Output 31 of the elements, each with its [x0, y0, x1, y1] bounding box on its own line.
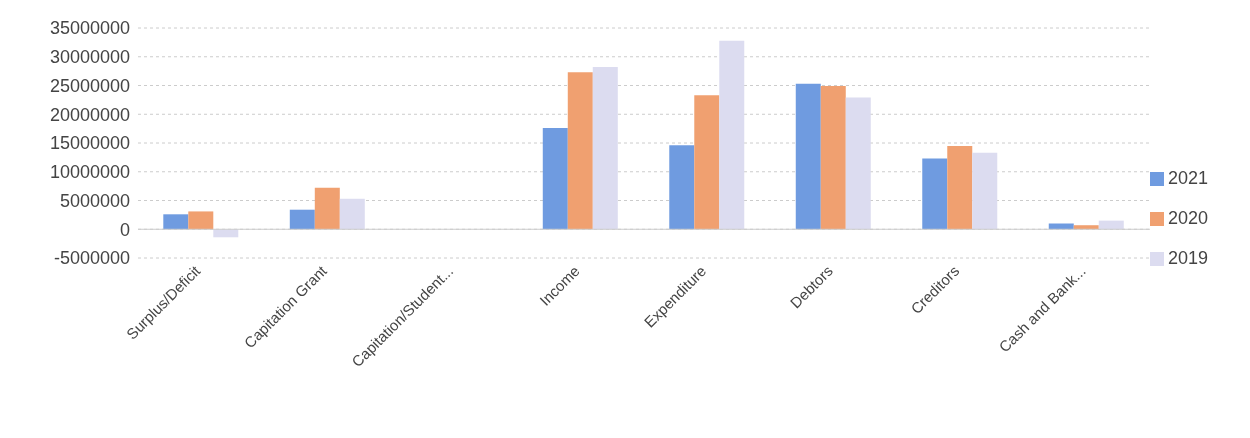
y-tick-label: 10000000 — [49, 162, 130, 183]
bar — [592, 67, 618, 230]
legend-label: 2021 — [1167, 168, 1208, 188]
y-tick-label: 15000000 — [49, 133, 130, 154]
bar — [567, 72, 593, 230]
bar — [820, 86, 846, 230]
y-tick-label: 30000000 — [49, 47, 130, 68]
y-tick-label: 5000000 — [59, 190, 130, 211]
bar — [795, 83, 821, 230]
bar — [669, 145, 695, 230]
bar — [542, 128, 568, 230]
y-tick-label: 20000000 — [49, 104, 130, 125]
bar — [314, 187, 340, 230]
bar — [972, 152, 998, 230]
bar — [719, 40, 745, 230]
bar — [922, 158, 948, 230]
bar — [694, 95, 720, 230]
bar — [339, 198, 365, 230]
legend-label: 2020 — [1167, 208, 1208, 228]
y-tick-label: 35000000 — [49, 18, 130, 39]
y-tick-label: 25000000 — [49, 75, 130, 96]
bar — [289, 209, 315, 230]
bar — [163, 214, 189, 230]
bar — [947, 145, 973, 230]
bar — [188, 211, 214, 230]
bar — [1073, 225, 1099, 230]
y-tick-label: 0 — [119, 219, 130, 240]
bar — [1098, 220, 1124, 230]
y-tick-label: -5000000 — [53, 248, 130, 269]
legend-label: 2019 — [1167, 248, 1208, 268]
bar — [845, 97, 871, 230]
